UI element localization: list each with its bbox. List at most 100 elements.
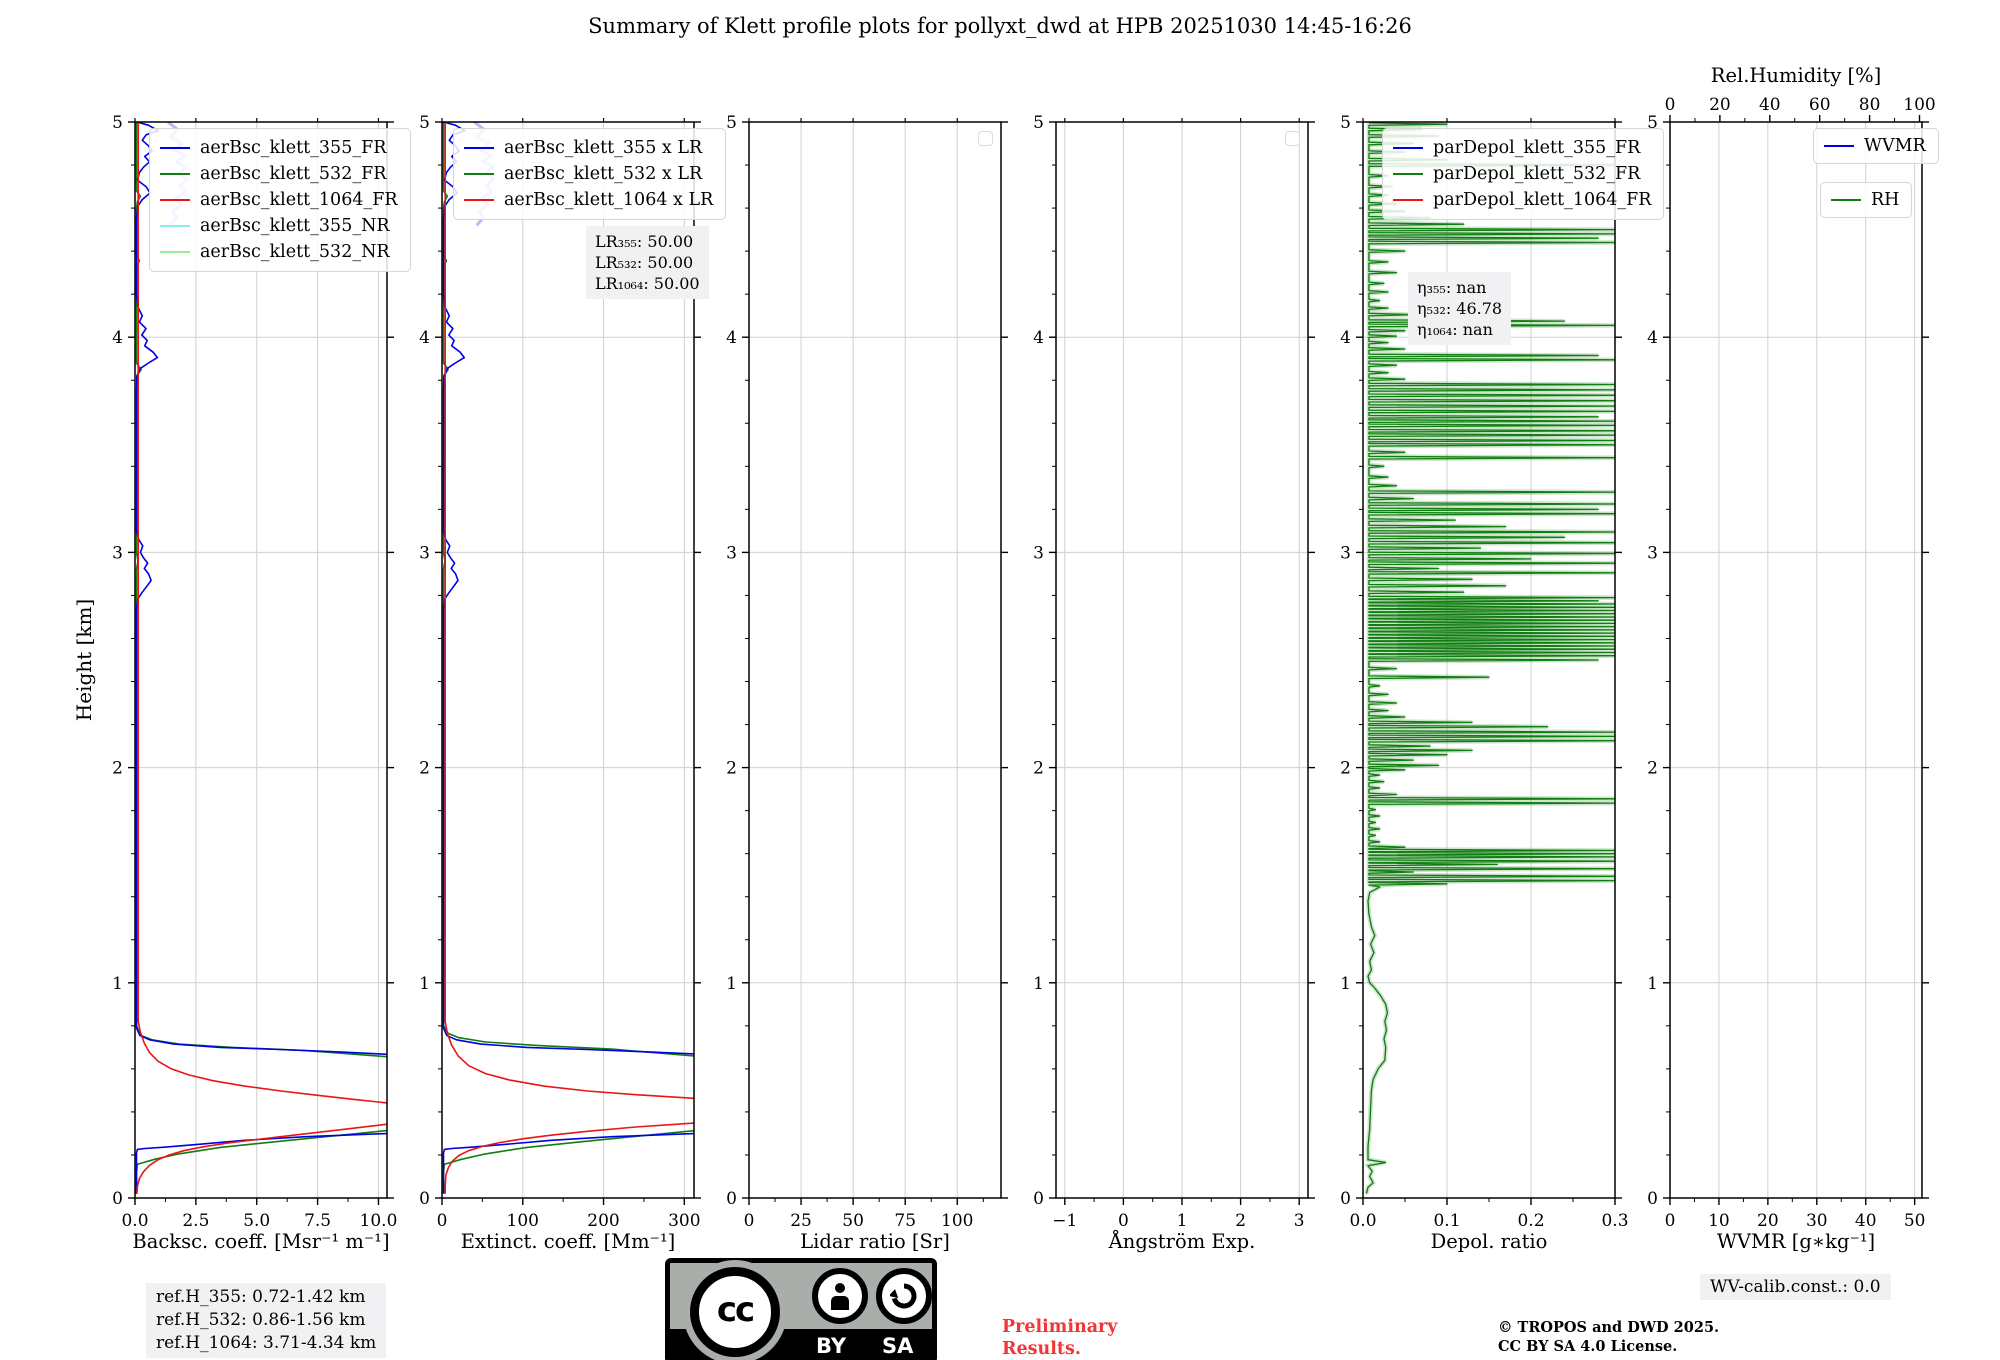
svg-text:0: 0 [726, 1189, 737, 1209]
svg-text:4: 4 [1647, 328, 1658, 348]
svg-text:20: 20 [1757, 1211, 1779, 1231]
empty-legend-lidar [978, 131, 993, 146]
legend-line-sample [160, 250, 190, 254]
svg-text:50: 50 [1904, 1211, 1926, 1231]
svg-text:300: 300 [668, 1211, 700, 1231]
legend-label: aerBsc_klett_355_FR [200, 138, 387, 158]
legend-label: parDepol_klett_1064_FR [1433, 190, 1652, 210]
cc-icon: cc [690, 1267, 780, 1357]
legend-extinct: aerBsc_klett_355 x LR aerBsc_klett_532 x… [453, 128, 727, 220]
svg-text:1: 1 [1033, 974, 1044, 994]
series-aerBsc_klett_355_FR [135, 122, 387, 1194]
wv-calib-const-box: WV-calib.const.: 0.0 [1700, 1274, 1891, 1300]
svg-text:25: 25 [790, 1211, 812, 1231]
cc-by-sa-badge: cc BY SA [665, 1258, 937, 1360]
ref-height-1064: ref.H_1064: 3.71-4.34 km [156, 1333, 377, 1353]
svg-text:4: 4 [1033, 328, 1044, 348]
legend-line-sample [1393, 198, 1423, 202]
legend-line-sample [464, 198, 494, 202]
legend-entry: parDepol_klett_355_FR [1393, 135, 1651, 161]
svg-text:1: 1 [726, 974, 737, 994]
legend-backsc: aerBsc_klett_355_FR aerBsc_klett_532_FR … [149, 128, 411, 272]
legend-entry: aerBsc_klett_1064 x LR [464, 187, 713, 213]
legend-entry: RH [1831, 189, 1899, 211]
svg-text:3: 3 [1294, 1211, 1305, 1231]
svg-text:4: 4 [112, 328, 123, 348]
svg-text:100: 100 [507, 1211, 539, 1231]
copyright-notice: © TROPOS and DWD 2025. CC BY SA 4.0 Lice… [1498, 1319, 1720, 1355]
svg-text:5: 5 [1647, 113, 1658, 133]
svg-text:1: 1 [1177, 1211, 1188, 1231]
legend-line-sample [464, 172, 494, 176]
svg-text:0.2: 0.2 [1517, 1211, 1544, 1231]
svg-text:1: 1 [112, 974, 123, 994]
svg-text:5: 5 [1340, 113, 1351, 133]
svg-text:5: 5 [1033, 113, 1044, 133]
svg-text:0: 0 [419, 1189, 430, 1209]
legend-label: parDepol_klett_532_FR [1433, 164, 1641, 184]
svg-text:0: 0 [744, 1211, 755, 1231]
svg-text:3: 3 [112, 543, 123, 563]
legend-entry: aerBsc_klett_532 x LR [464, 161, 713, 187]
svg-text:0: 0 [1647, 1189, 1658, 1209]
svg-text:2: 2 [1647, 759, 1658, 779]
svg-text:2.5: 2.5 [182, 1211, 209, 1231]
legend-entry: aerBsc_klett_355 x LR [464, 135, 713, 161]
legend-label: aerBsc_klett_532_NR [200, 242, 390, 262]
svg-text:5: 5 [419, 113, 430, 133]
series-parDepol_klett_532_FR [1365, 122, 1615, 1194]
svg-text:40: 40 [1855, 1211, 1877, 1231]
cc-sa-sharealike-icon [876, 1268, 932, 1324]
svg-text:2: 2 [726, 759, 737, 779]
svg-text:50: 50 [842, 1211, 864, 1231]
legend-line-sample [1831, 198, 1861, 202]
svg-text:40: 40 [1759, 95, 1781, 115]
svg-text:3: 3 [1340, 543, 1351, 563]
legend-line-sample [464, 146, 494, 150]
svg-text:4: 4 [419, 328, 430, 348]
svg-text:80: 80 [1859, 95, 1881, 115]
svg-text:0: 0 [437, 1211, 448, 1231]
svg-text:3: 3 [726, 543, 737, 563]
svg-text:0.3: 0.3 [1601, 1211, 1628, 1231]
svg-text:100: 100 [941, 1211, 973, 1231]
legend-label: aerBsc_klett_532_FR [200, 164, 387, 184]
cc-sa-label: SA [882, 1334, 914, 1358]
legend-label: parDepol_klett_355_FR [1433, 138, 1641, 158]
reference-heights-box: ref.H_355: 0.72-1.42 km ref.H_532: 0.86-… [146, 1283, 387, 1358]
svg-text:1: 1 [1340, 974, 1351, 994]
svg-text:2: 2 [1340, 759, 1351, 779]
legend-label: RH [1871, 190, 1900, 210]
x-label-extinct: Extinct. coeff. [Mm⁻¹] [460, 1230, 676, 1253]
x-label-lidar: Lidar ratio [Sr] [800, 1230, 950, 1253]
legend-entry: aerBsc_klett_532_FR [160, 161, 398, 187]
legend-label: aerBsc_klett_1064_FR [200, 190, 398, 210]
svg-text:4: 4 [1340, 328, 1351, 348]
svg-text:0: 0 [1665, 95, 1676, 115]
panel-angstrom: −1 0 1 2 3 0 1 2 3 4 5 [1033, 113, 1315, 1231]
svg-text:2: 2 [1235, 1211, 1246, 1231]
svg-text:0.0: 0.0 [121, 1211, 148, 1231]
legend-label: aerBsc_klett_1064 x LR [504, 190, 714, 210]
svg-text:200: 200 [587, 1211, 619, 1231]
x-label-angstrom: Ångström Exp. [1108, 1230, 1256, 1253]
legend-label: aerBsc_klett_532 x LR [504, 164, 703, 184]
svg-text:4: 4 [726, 328, 737, 348]
legend-entry: WVMR [1824, 135, 1926, 157]
svg-text:−1: −1 [1052, 1211, 1077, 1231]
figure-title: Summary of Klett profile plots for polly… [588, 14, 1412, 38]
empty-legend-angstrom [1285, 131, 1300, 146]
svg-text:5: 5 [726, 113, 737, 133]
svg-text:0: 0 [112, 1189, 123, 1209]
series-aerBsc_klett_1064_FR [136, 122, 387, 1194]
legend-entry: aerBsc_klett_355_NR [160, 213, 398, 239]
svg-text:7.5: 7.5 [304, 1211, 331, 1231]
svg-text:10: 10 [1708, 1211, 1730, 1231]
panel-depol: 0.0 0.1 0.2 0.3 0 1 2 3 4 5 [1340, 113, 1628, 1231]
ref-height-532: ref.H_532: 0.86-1.56 km [156, 1310, 366, 1330]
svg-text:3: 3 [1647, 543, 1658, 563]
lidar-ratio-annotation: LR₃₅₅: 50.00 LR₅₃₂: 50.00 LR₁₀₆₄: 50.00 [586, 226, 709, 299]
svg-text:1: 1 [419, 974, 430, 994]
